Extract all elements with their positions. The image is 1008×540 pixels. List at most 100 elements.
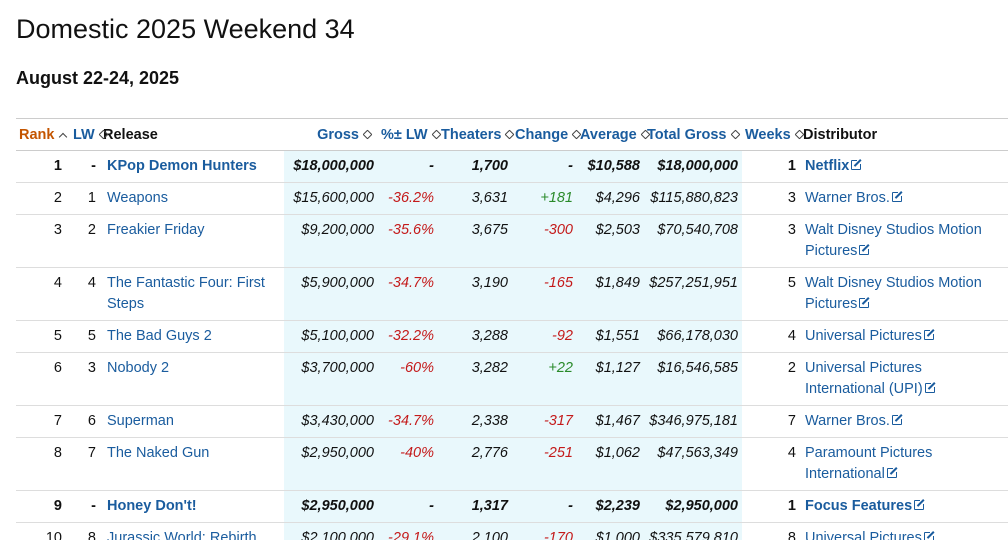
column-header[interactable]: Average <box>577 118 651 151</box>
cell: Universal Pictures <box>800 522 1008 540</box>
header-label[interactable]: Gross <box>317 126 359 143</box>
column-header[interactable]: Total Gross <box>644 118 742 151</box>
cell-text: $2,950,000 <box>301 445 374 461</box>
cell: 4 <box>742 437 800 491</box>
cell: - <box>378 150 438 183</box>
column-header[interactable]: Gross <box>284 118 378 151</box>
cell: The Bad Guys 2 <box>100 320 284 353</box>
cell-text: 4 <box>787 445 796 461</box>
cell-text: - <box>568 158 573 174</box>
distributor-link[interactable]: Paramount Pictures International <box>805 445 933 482</box>
release-link[interactable]: Jurassic World: Rebirth <box>107 530 257 540</box>
external-link-icon <box>859 243 872 255</box>
header-label: Distributor <box>803 126 878 143</box>
column-header[interactable]: Rank <box>16 118 70 151</box>
cell-text: $5,900,000 <box>301 275 374 291</box>
release-link[interactable]: Superman <box>107 413 174 429</box>
cell: $346,975,181 <box>644 405 742 438</box>
movie-row: 8 7 The Naked Gun $2,950,000 -40% 2,776 -251 $1… <box>16 437 1008 491</box>
cell-text: 7 <box>53 413 62 429</box>
column-header[interactable]: Release <box>100 118 284 151</box>
cell: 4 <box>742 320 800 353</box>
cell: Warner Bros. <box>800 405 1008 438</box>
cell-text: - <box>91 158 96 174</box>
header-label[interactable]: Release <box>103 126 158 143</box>
cell: 8 <box>16 437 70 491</box>
header-label[interactable]: Change <box>515 126 569 143</box>
distributor-link[interactable]: Universal Pictures <box>805 328 922 344</box>
distributor-link[interactable]: Universal Pictures <box>805 530 922 540</box>
header-label[interactable]: Weeks <box>745 126 791 143</box>
cell: Superman <box>100 405 284 438</box>
release-link[interactable]: The Naked Gun <box>107 445 210 461</box>
cell-text: -60% <box>400 360 434 376</box>
distributor-link[interactable]: Focus Features <box>805 498 913 514</box>
cell: $2,239 <box>577 490 644 523</box>
column-header[interactable]: Change <box>512 118 582 151</box>
cell: $1,062 <box>577 437 644 491</box>
cell: The Naked Gun <box>100 437 284 491</box>
movie-row: 5 5 The Bad Guys 2 $5,100,000 -32.2% 3,288 -92… <box>16 320 1008 353</box>
cell-text: -300 <box>543 222 573 238</box>
sort-icon <box>505 129 515 139</box>
cell-text: $2,950,000 <box>301 498 374 514</box>
release-link[interactable]: The Bad Guys 2 <box>107 328 212 344</box>
cell: $115,880,823 <box>644 182 742 215</box>
header-label[interactable]: Total Gross <box>647 126 727 143</box>
cell: $2,100,000 <box>284 522 378 540</box>
column-header[interactable]: %± LW <box>378 118 442 151</box>
release-link[interactable]: The Fantastic Four: First Steps <box>107 275 265 312</box>
distributor-link[interactable]: Walt Disney Studios Motion Pictures <box>805 222 982 259</box>
header-label[interactable]: %± LW <box>381 126 428 143</box>
cell-text: 10 <box>45 530 62 540</box>
header-label[interactable]: Average <box>580 126 637 143</box>
header-label[interactable]: Rank <box>19 126 55 143</box>
release-link[interactable]: Freakier Friday <box>107 222 205 238</box>
cell: -29.1% <box>378 522 438 540</box>
column-header[interactable]: LW <box>70 118 109 151</box>
cell-text: $1,127 <box>595 360 640 376</box>
cell-text: $1,849 <box>595 275 640 291</box>
release-link[interactable]: Weapons <box>107 190 168 206</box>
column-header[interactable]: Weeks <box>742 118 805 151</box>
release-link[interactable]: KPop Demon Hunters <box>107 158 257 174</box>
movie-row: 7 6 Superman $3,430,000 -34.7% 2,338 -317 $1,46… <box>16 405 1008 438</box>
cell-text: 1 <box>87 190 96 206</box>
date-range: August 22-24, 2025 <box>16 68 180 88</box>
release-link[interactable]: Honey Don't! <box>107 498 197 514</box>
cell: 6 <box>16 352 70 406</box>
cell-text: 7 <box>787 413 796 429</box>
cell: Universal Pictures International (UPI) <box>800 352 1008 406</box>
cell: 7 <box>70 437 100 491</box>
header-label[interactable]: LW <box>73 126 95 143</box>
cell: $1,000 <box>577 522 644 540</box>
distributor-link[interactable]: Warner Bros. <box>805 413 890 429</box>
cell-text: $3,700,000 <box>301 360 374 376</box>
cell: Universal Pictures <box>800 320 1008 353</box>
cell: $4,296 <box>577 182 644 215</box>
cell-text: $1,062 <box>595 445 640 461</box>
sort-icon <box>59 132 68 141</box>
cell: 8 <box>70 522 100 540</box>
cell: -60% <box>378 352 438 406</box>
distributor-link[interactable]: Universal Pictures International (UPI) <box>805 360 923 397</box>
distributor-link[interactable]: Netflix <box>805 158 850 174</box>
cell: -170 <box>512 522 577 540</box>
cell-text: - <box>429 158 434 174</box>
release-link[interactable]: Nobody 2 <box>107 360 170 376</box>
column-header[interactable]: Theaters <box>438 118 515 151</box>
cell-text: 2,776 <box>471 445 508 461</box>
movie-row: 4 4 The Fantastic Four: First Steps $5,900,… <box>16 267 1008 321</box>
external-link-icon <box>924 381 937 393</box>
header-label[interactable]: Theaters <box>441 126 502 143</box>
movie-row: 2 1 Weapons $15,600,000 -36.2% 3,631 +181 $4,29… <box>16 182 1008 215</box>
cell-text: 2 <box>53 190 62 206</box>
cell: 5 <box>742 267 800 321</box>
external-link-icon <box>891 190 904 202</box>
distributor-link[interactable]: Warner Bros. <box>805 190 890 206</box>
cell: Weapons <box>100 182 284 215</box>
distributor-link[interactable]: Walt Disney Studios Motion Pictures <box>805 275 982 312</box>
external-link-icon <box>851 158 864 170</box>
cell: 6 <box>70 405 100 438</box>
